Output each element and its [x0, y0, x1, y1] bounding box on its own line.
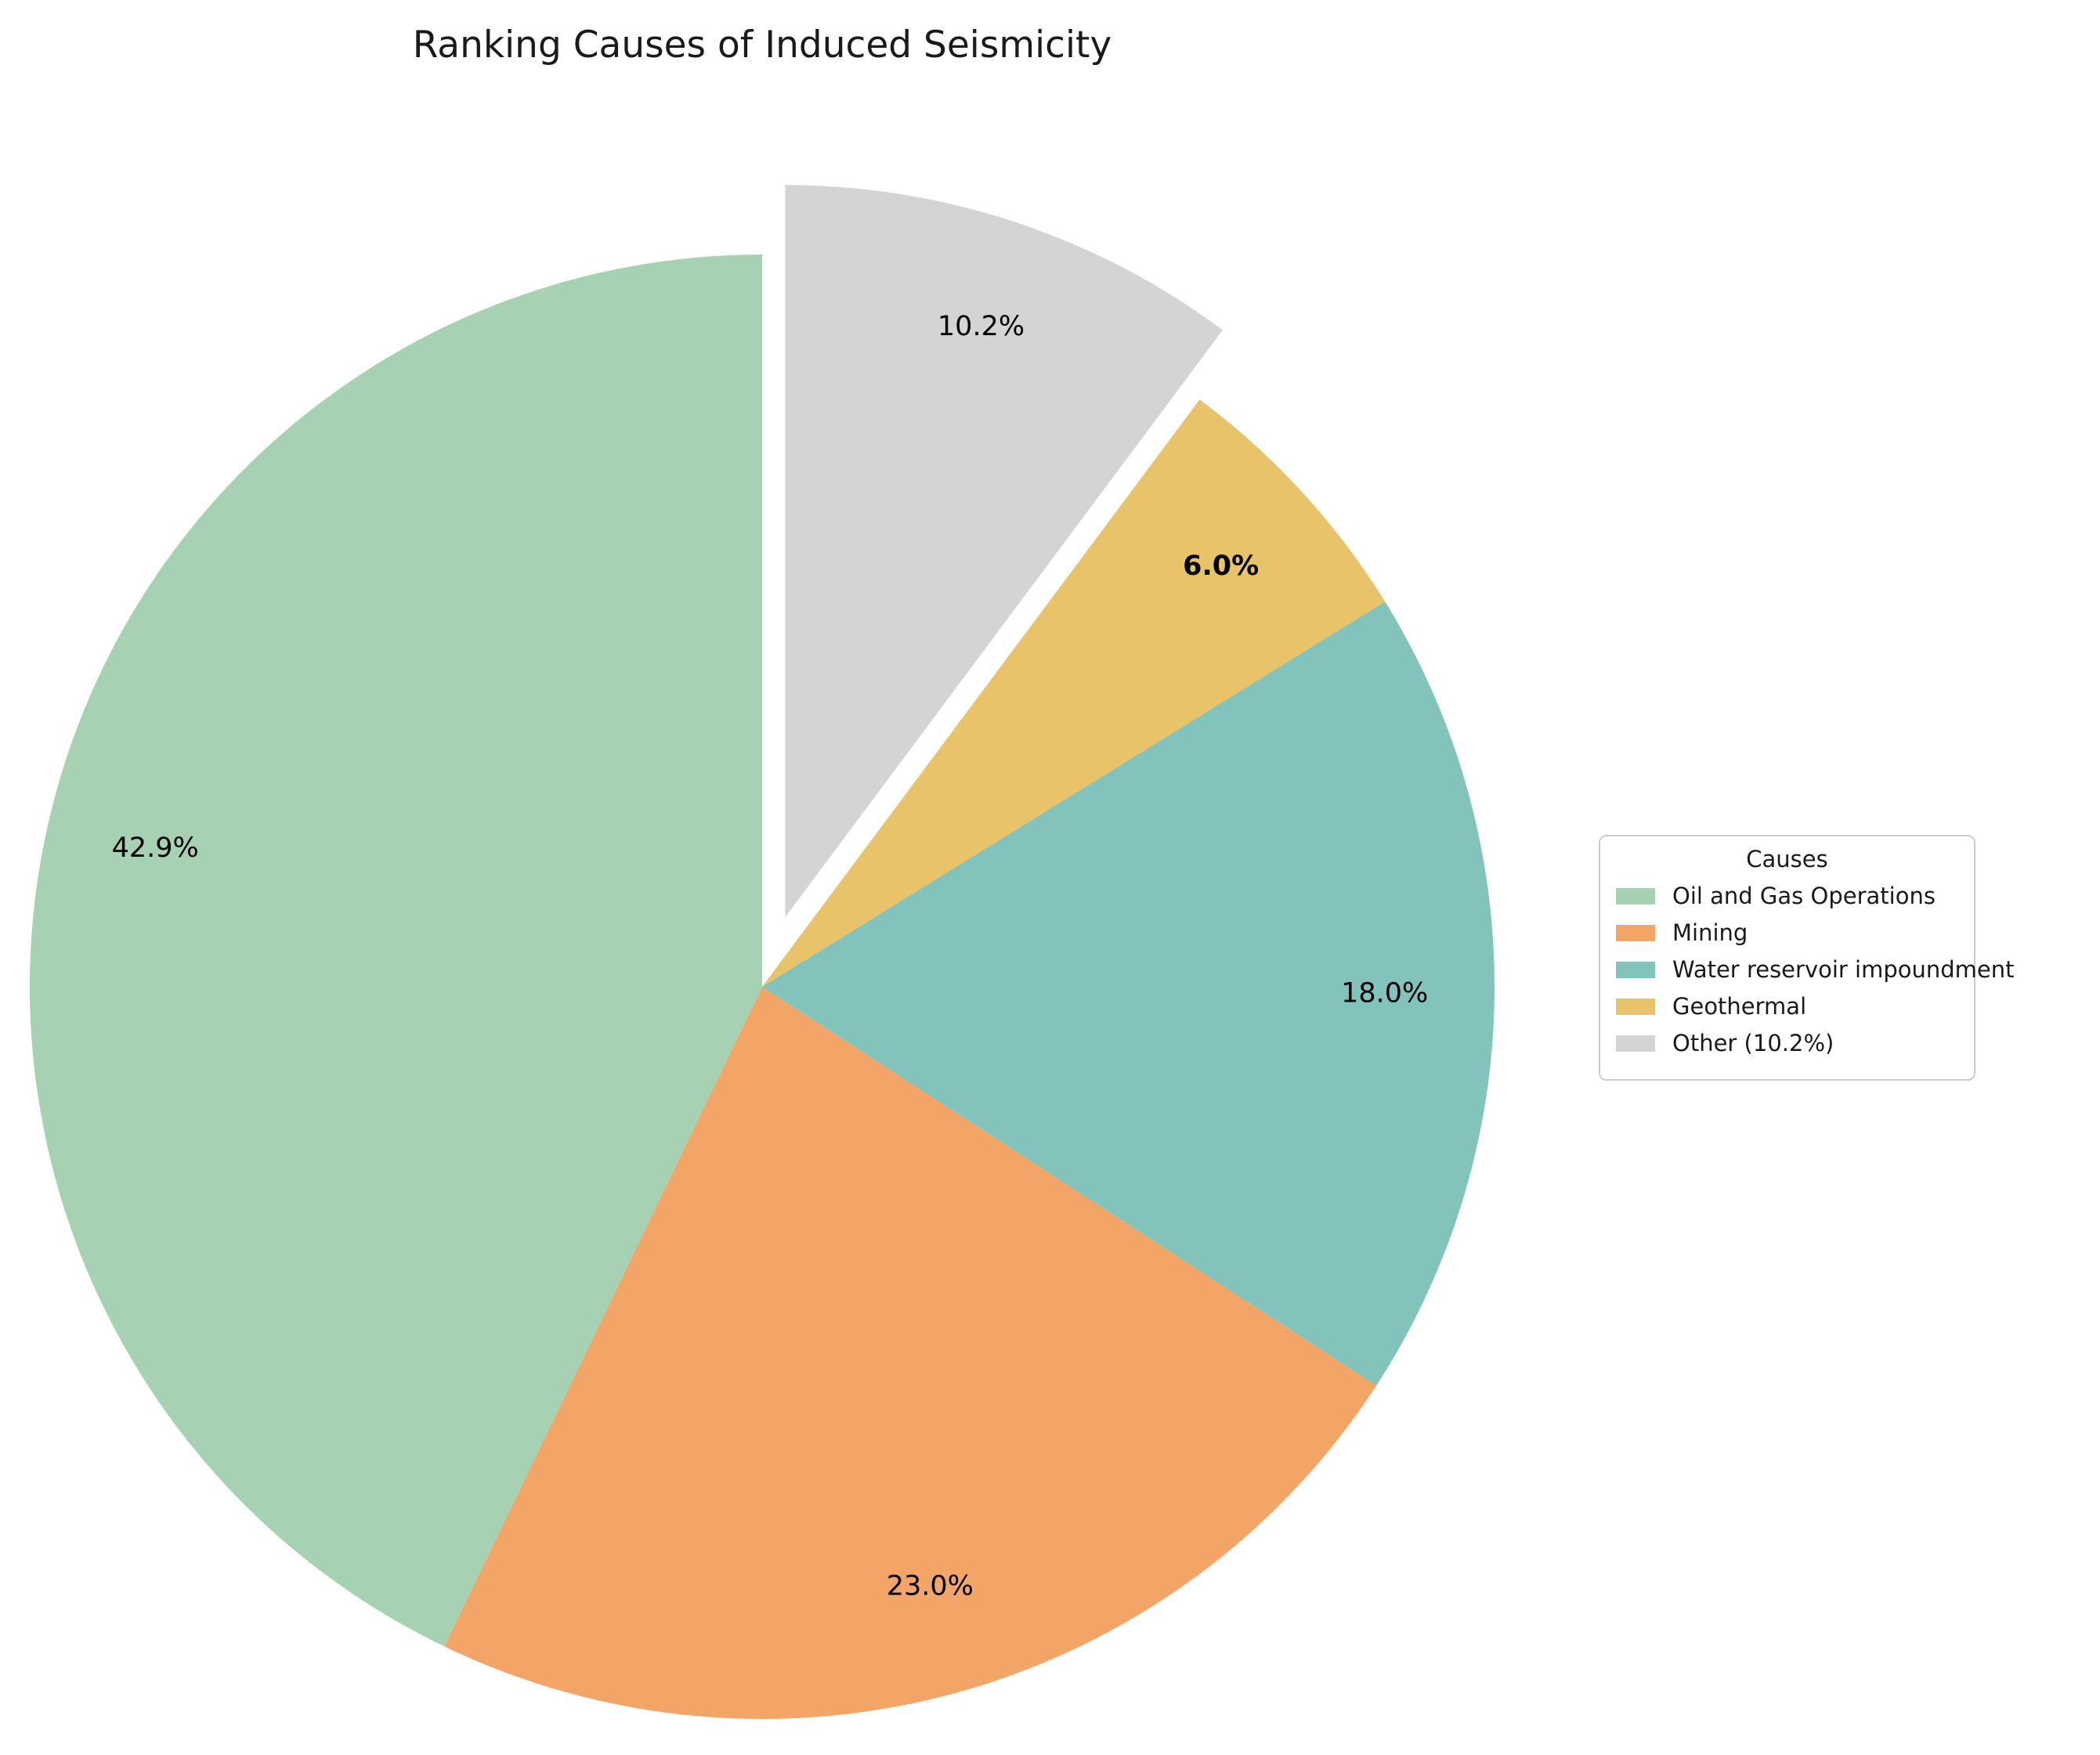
legend-label: Geothermal: [1672, 993, 1807, 1020]
legend-swatch-icon: [1616, 998, 1655, 1015]
legend-item: Geothermal: [1616, 993, 1958, 1020]
pie-slice-mining: [444, 987, 1377, 1720]
legend-items: Oil and Gas Operations Mining Water rese…: [1616, 883, 2015, 1056]
pie-slice-other: [785, 185, 1223, 918]
legend: Causes Oil and Gas Operations Mining Wat…: [1599, 835, 2015, 1081]
legend-label: Other (10.2%): [1672, 1030, 1834, 1056]
legend-title: Causes: [1746, 846, 1828, 872]
legend-label: Mining: [1672, 919, 1748, 946]
pie-percentage-label: 18.0%: [1341, 978, 1428, 1009]
pie-slice-oil-and-gas-operations: [29, 255, 763, 1647]
legend-item: Other (10.2%): [1616, 1030, 1958, 1056]
legend-swatch-icon: [1616, 924, 1655, 941]
pie-percentage-label: 6.0%: [1183, 551, 1259, 582]
legend-swatch-icon: [1616, 887, 1655, 905]
legend-label: Water reservoir impoundment: [1672, 956, 2015, 983]
legend-item: Oil and Gas Operations: [1616, 883, 1958, 909]
pie-percentage-label: 23.0%: [887, 1570, 974, 1602]
legend-label: Oil and Gas Operations: [1672, 883, 1936, 909]
pie-slice-water-reservoir-impoundment: [762, 601, 1495, 1386]
pie-slice-geothermal: [762, 399, 1386, 987]
legend-swatch-icon: [1616, 961, 1655, 978]
legend-item: Water reservoir impoundment: [1616, 956, 2015, 983]
legend-item: Mining: [1616, 919, 1958, 946]
pie-percentage-label: 10.2%: [938, 311, 1025, 342]
pie-percentage-label: 42.9%: [112, 832, 199, 864]
legend-swatch-icon: [1616, 1035, 1655, 1052]
chart-title: Ranking Causes of Induced Seismicity: [412, 23, 1112, 67]
